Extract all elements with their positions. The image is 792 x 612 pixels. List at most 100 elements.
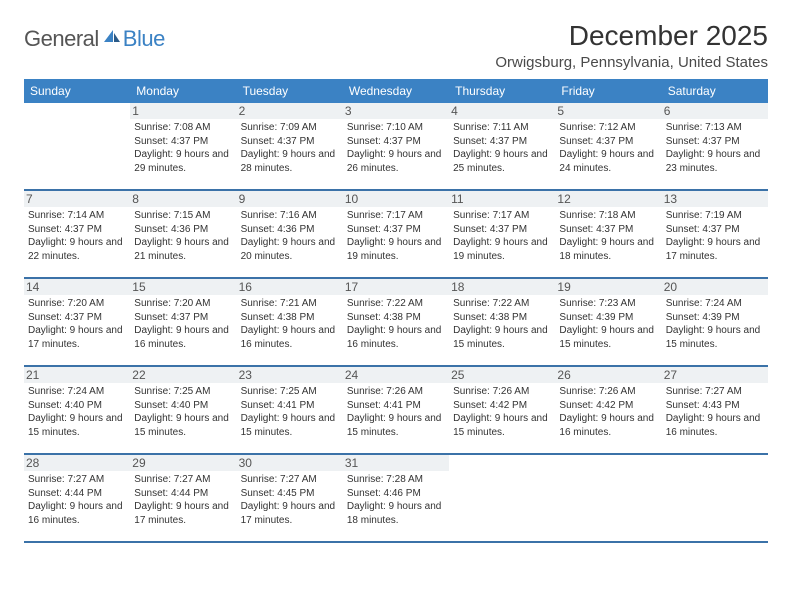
day-number: 7 [24,191,130,207]
sunrise-line: Sunrise: 7:08 AM [134,121,232,135]
sunset-line: Sunset: 4:38 PM [241,311,339,325]
day-info: Sunrise: 7:17 AMSunset: 4:37 PMDaylight:… [347,209,445,263]
sunrise-line: Sunrise: 7:25 AM [241,385,339,399]
day-number: 22 [130,367,236,383]
day-header-sunday: Sunday [24,79,130,103]
day-info: Sunrise: 7:26 AMSunset: 4:42 PMDaylight:… [559,385,657,439]
day-info: Sunrise: 7:19 AMSunset: 4:37 PMDaylight:… [666,209,764,263]
daylight-line: Daylight: 9 hours and 18 minutes. [347,500,445,527]
daylight-line: Daylight: 9 hours and 15 minutes. [559,324,657,351]
sunset-line: Sunset: 4:37 PM [134,311,232,325]
day-cell: 27Sunrise: 7:27 AMSunset: 4:43 PMDayligh… [662,367,768,453]
sunrise-line: Sunrise: 7:28 AM [347,473,445,487]
daylight-line: Daylight: 9 hours and 21 minutes. [134,236,232,263]
day-info: Sunrise: 7:25 AMSunset: 4:40 PMDaylight:… [134,385,232,439]
day-info: Sunrise: 7:08 AMSunset: 4:37 PMDaylight:… [134,121,232,175]
sunrise-line: Sunrise: 7:26 AM [453,385,551,399]
day-info: Sunrise: 7:13 AMSunset: 4:37 PMDaylight:… [666,121,764,175]
day-info: Sunrise: 7:24 AMSunset: 4:39 PMDaylight:… [666,297,764,351]
sunset-line: Sunset: 4:37 PM [453,135,551,149]
day-number: 18 [449,279,555,295]
day-info: Sunrise: 7:21 AMSunset: 4:38 PMDaylight:… [241,297,339,351]
day-cell: 29Sunrise: 7:27 AMSunset: 4:44 PMDayligh… [130,455,236,541]
sunrise-line: Sunrise: 7:14 AM [28,209,126,223]
day-info: Sunrise: 7:25 AMSunset: 4:41 PMDaylight:… [241,385,339,439]
day-number: 23 [237,367,343,383]
sunset-line: Sunset: 4:39 PM [559,311,657,325]
sunset-line: Sunset: 4:41 PM [347,399,445,413]
day-info: Sunrise: 7:22 AMSunset: 4:38 PMDaylight:… [347,297,445,351]
daylight-line: Daylight: 9 hours and 26 minutes. [347,148,445,175]
day-cell: 14Sunrise: 7:20 AMSunset: 4:37 PMDayligh… [24,279,130,365]
daylight-line: Daylight: 9 hours and 22 minutes. [28,236,126,263]
day-info: Sunrise: 7:17 AMSunset: 4:37 PMDaylight:… [453,209,551,263]
daylight-line: Daylight: 9 hours and 17 minutes. [134,500,232,527]
day-info: Sunrise: 7:11 AMSunset: 4:37 PMDaylight:… [453,121,551,175]
day-cell: 21Sunrise: 7:24 AMSunset: 4:40 PMDayligh… [24,367,130,453]
sunset-line: Sunset: 4:37 PM [241,135,339,149]
sunrise-line: Sunrise: 7:27 AM [666,385,764,399]
daylight-line: Daylight: 9 hours and 15 minutes. [241,412,339,439]
day-cell: 12Sunrise: 7:18 AMSunset: 4:37 PMDayligh… [555,191,661,277]
sunrise-line: Sunrise: 7:21 AM [241,297,339,311]
sunset-line: Sunset: 4:45 PM [241,487,339,501]
empty-day-cell [24,103,130,189]
sunset-line: Sunset: 4:41 PM [241,399,339,413]
day-info: Sunrise: 7:27 AMSunset: 4:43 PMDaylight:… [666,385,764,439]
day-cell: 9Sunrise: 7:16 AMSunset: 4:36 PMDaylight… [237,191,343,277]
sunrise-line: Sunrise: 7:20 AM [134,297,232,311]
day-info: Sunrise: 7:18 AMSunset: 4:37 PMDaylight:… [559,209,657,263]
day-info: Sunrise: 7:20 AMSunset: 4:37 PMDaylight:… [28,297,126,351]
title-block: December 2025 Orwigsburg, Pennsylvania, … [495,20,768,71]
day-cell: 23 Sunrise: 7:25 AMSunset: 4:41 PMDayligh… [237,367,343,453]
day-cell: 3Sunrise: 7:10 AMSunset: 4:37 PMDaylight… [343,103,449,189]
day-info: Sunrise: 7:09 AMSunset: 4:37 PMDaylight:… [241,121,339,175]
sunset-line: Sunset: 4:36 PM [241,223,339,237]
sunset-line: Sunset: 4:37 PM [28,223,126,237]
month-title: December 2025 [495,20,768,52]
day-info: Sunrise: 7:27 AMSunset: 4:45 PMDaylight:… [241,473,339,527]
day-cell: 13Sunrise: 7:19 AMSunset: 4:37 PMDayligh… [662,191,768,277]
day-number: 24 [343,367,449,383]
day-number: 29 [130,455,236,471]
daylight-line: Daylight: 9 hours and 25 minutes. [453,148,551,175]
day-number: 19 [555,279,661,295]
sunset-line: Sunset: 4:38 PM [347,311,445,325]
sunrise-line: Sunrise: 7:27 AM [241,473,339,487]
day-cell: 16Sunrise: 7:21 AMSunset: 4:38 PMDayligh… [237,279,343,365]
day-cell: 24Sunrise: 7:26 AMSunset: 4:41 PMDayligh… [343,367,449,453]
day-info: Sunrise: 7:12 AMSunset: 4:37 PMDaylight:… [559,121,657,175]
logo-text-blue: Blue [123,26,165,52]
sunset-line: Sunset: 4:43 PM [666,399,764,413]
day-info: Sunrise: 7:10 AMSunset: 4:37 PMDaylight:… [347,121,445,175]
sunrise-line: Sunrise: 7:15 AM [134,209,232,223]
day-cell: 2Sunrise: 7:09 AMSunset: 4:37 PMDaylight… [237,103,343,189]
day-number: 31 [343,455,449,471]
daylight-line: Daylight: 9 hours and 23 minutes. [666,148,764,175]
daylight-line: Daylight: 9 hours and 15 minutes. [28,412,126,439]
day-header-row: SundayMondayTuesdayWednesdayThursdayFrid… [24,79,768,103]
day-info: Sunrise: 7:16 AMSunset: 4:36 PMDaylight:… [241,209,339,263]
daylight-line: Daylight: 9 hours and 17 minutes. [666,236,764,263]
day-cell: 6Sunrise: 7:13 AMSunset: 4:37 PMDaylight… [662,103,768,189]
empty-day-cell [555,455,661,541]
weeks-container: 1Sunrise: 7:08 AMSunset: 4:37 PMDaylight… [24,103,768,543]
daylight-line: Daylight: 9 hours and 16 minutes. [666,412,764,439]
day-cell: 15Sunrise: 7:20 AMSunset: 4:37 PMDayligh… [130,279,236,365]
day-cell: 31Sunrise: 7:28 AMSunset: 4:46 PMDayligh… [343,455,449,541]
sunset-line: Sunset: 4:37 PM [134,135,232,149]
sunrise-line: Sunrise: 7:11 AM [453,121,551,135]
day-info: Sunrise: 7:26 AMSunset: 4:42 PMDaylight:… [453,385,551,439]
sunrise-line: Sunrise: 7:09 AM [241,121,339,135]
day-number: 20 [662,279,768,295]
sunrise-line: Sunrise: 7:24 AM [28,385,126,399]
sunset-line: Sunset: 4:44 PM [28,487,126,501]
week-row: 7Sunrise: 7:14 AMSunset: 4:37 PMDaylight… [24,191,768,279]
sunset-line: Sunset: 4:40 PM [134,399,232,413]
page-header: General Blue December 2025 Orwigsburg, P… [24,20,768,71]
daylight-line: Daylight: 9 hours and 15 minutes. [453,412,551,439]
day-number: 15 [130,279,236,295]
sunset-line: Sunset: 4:37 PM [453,223,551,237]
daylight-line: Daylight: 9 hours and 15 minutes. [453,324,551,351]
daylight-line: Daylight: 9 hours and 17 minutes. [241,500,339,527]
